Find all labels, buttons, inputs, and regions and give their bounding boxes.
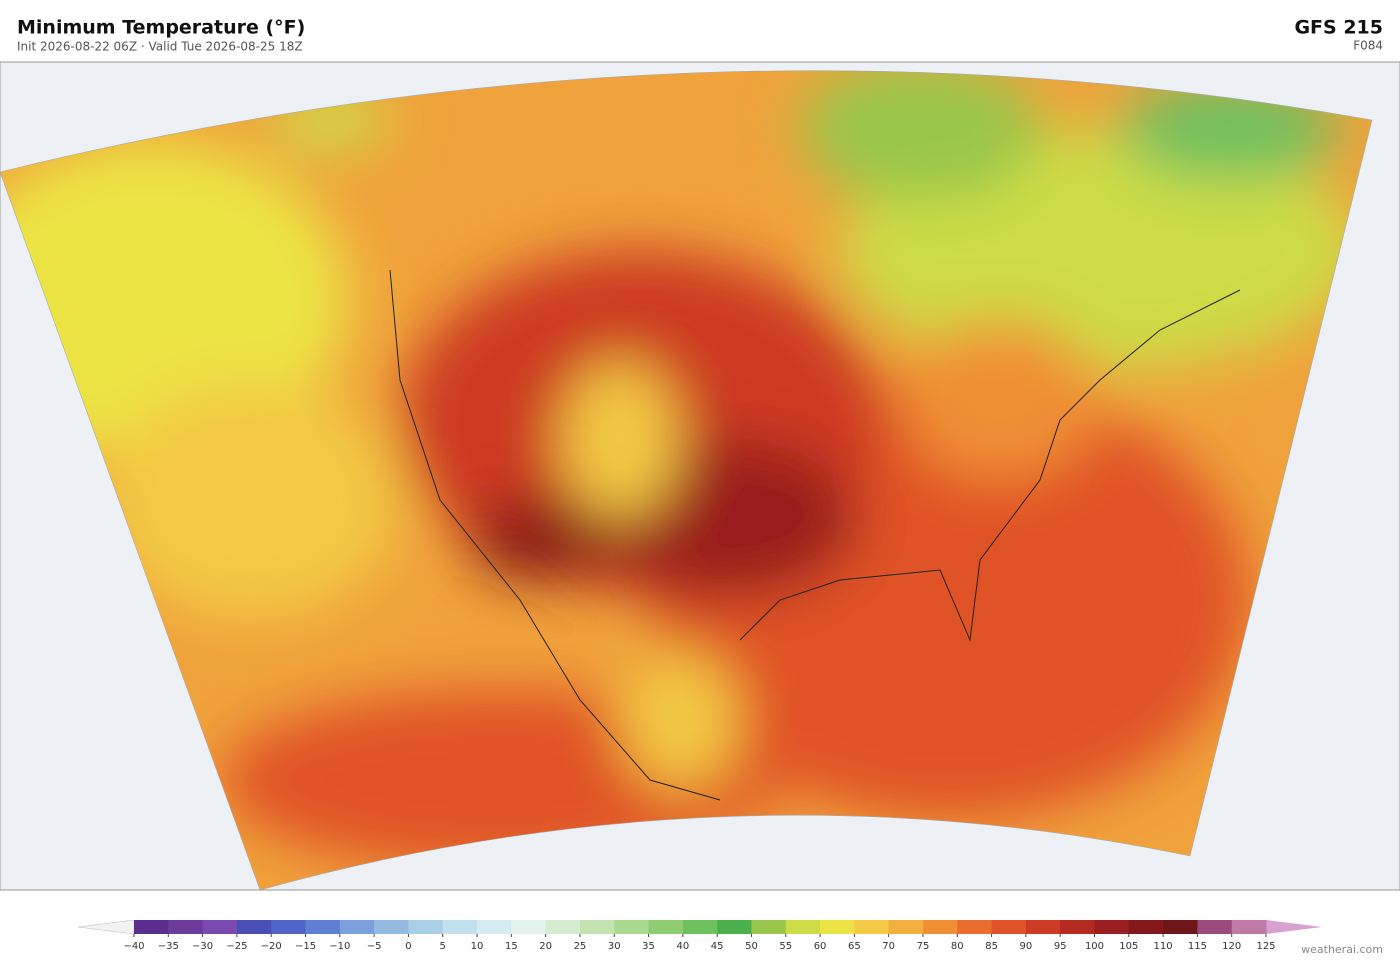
color-bin xyxy=(1197,920,1233,934)
tick-label: −35 xyxy=(158,941,179,952)
forecast-hour: F084 xyxy=(1353,39,1383,53)
color-bin xyxy=(1025,920,1061,934)
tick-label: 110 xyxy=(1154,941,1173,952)
color-bin xyxy=(820,920,855,934)
color-bin xyxy=(339,920,375,934)
tick-label: 70 xyxy=(882,941,895,952)
tick-label: −40 xyxy=(123,941,144,952)
color-bin xyxy=(1163,920,1198,934)
map xyxy=(0,61,1400,891)
tick-label: −10 xyxy=(329,941,350,952)
color-bin xyxy=(991,920,1027,934)
color-bin xyxy=(785,920,821,934)
tick-label: 35 xyxy=(642,941,655,952)
color-bin xyxy=(1128,920,1164,934)
tick-label: −30 xyxy=(192,941,213,952)
tick-label: 125 xyxy=(1256,941,1275,952)
color-bin xyxy=(888,920,924,934)
color-bin xyxy=(374,920,409,934)
color-bin xyxy=(477,920,512,934)
over-extension xyxy=(1266,920,1322,934)
watermark: weatherai.com xyxy=(1301,943,1383,956)
color-bin xyxy=(648,920,684,934)
color-bin xyxy=(545,920,581,934)
tick-label: 50 xyxy=(745,941,758,952)
color-bin xyxy=(408,920,444,934)
color-bin xyxy=(442,920,478,934)
tick-label: 120 xyxy=(1222,941,1241,952)
color-bin xyxy=(305,920,341,934)
tick-label: 65 xyxy=(848,941,861,952)
color-bin xyxy=(682,920,718,934)
tick-label: 95 xyxy=(1054,941,1067,952)
tick-label: 20 xyxy=(539,941,552,952)
color-bin xyxy=(957,920,993,934)
tick-label: 90 xyxy=(1020,941,1033,952)
model: GFS 215 xyxy=(1294,17,1383,39)
color-bin xyxy=(202,920,238,934)
tick-label: −15 xyxy=(295,941,316,952)
tick-label: 80 xyxy=(951,941,964,952)
under-extension xyxy=(77,919,135,935)
tick-label: 15 xyxy=(505,941,518,952)
tick-label: 45 xyxy=(711,941,724,952)
tick-label: 115 xyxy=(1188,941,1207,952)
tick-label: 0 xyxy=(405,941,411,952)
tick-label: 10 xyxy=(471,941,484,952)
color-bin xyxy=(236,920,272,934)
color-bin xyxy=(1094,920,1130,934)
tick-label: 75 xyxy=(917,941,930,952)
color-bin xyxy=(854,920,890,934)
tick-label: 30 xyxy=(608,941,621,952)
color-bin xyxy=(751,920,787,934)
tick-label: 60 xyxy=(814,941,827,952)
color-bin xyxy=(1231,920,1267,934)
temperature-field xyxy=(0,70,1372,890)
color-bin xyxy=(1060,920,1095,934)
tick-label: −5 xyxy=(367,941,382,952)
title: Minimum Temperature (°F) xyxy=(17,17,305,39)
tick-label: 105 xyxy=(1119,941,1138,952)
tick-label: 55 xyxy=(779,941,792,952)
color-bin xyxy=(511,920,547,934)
tick-label: 5 xyxy=(440,941,446,952)
tick-label: −20 xyxy=(261,941,282,952)
tick-label: 40 xyxy=(676,941,689,952)
tick-label: 25 xyxy=(574,941,587,952)
color-bin xyxy=(271,920,307,934)
color-bin xyxy=(134,920,169,934)
color-bin xyxy=(614,920,650,934)
coastline xyxy=(389,269,1241,801)
colorbar: −40 −35 −30 −25 −20 −15 −10 −5 0 5 10 15 20 25 30 35 40 4… xyxy=(77,919,1322,952)
color-bin xyxy=(168,920,204,934)
color-bin xyxy=(717,920,752,934)
color-bin xyxy=(922,920,958,934)
color-bin xyxy=(579,920,615,934)
tick-label: 85 xyxy=(985,941,998,952)
tick-label: −25 xyxy=(226,941,247,952)
tick-label: 100 xyxy=(1085,941,1104,952)
subtitle: Init 2026-08-22 06Z · Valid Tue 2026-08-… xyxy=(17,40,303,54)
